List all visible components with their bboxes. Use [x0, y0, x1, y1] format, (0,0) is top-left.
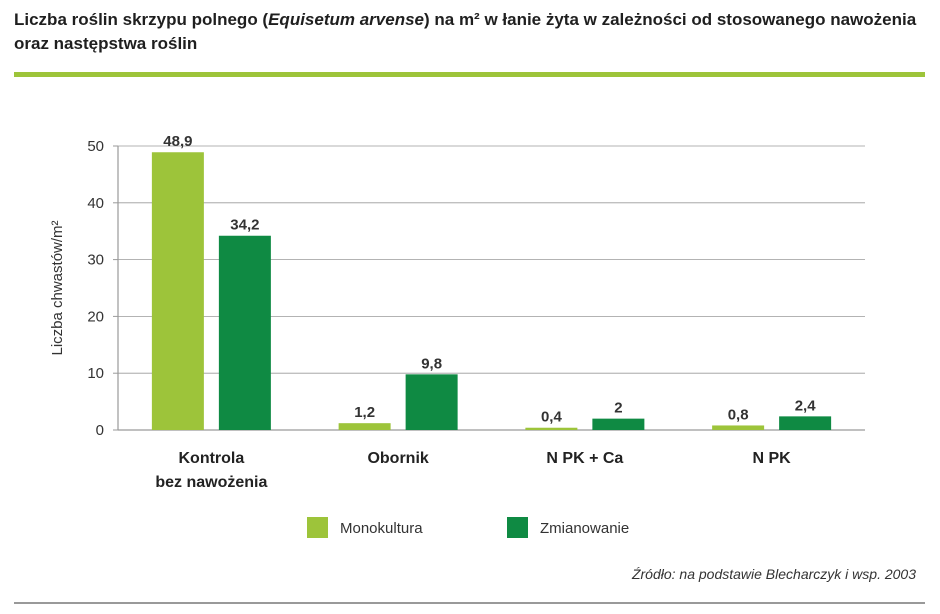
bar-monokultura [151, 152, 204, 431]
data-label: 9,8 [421, 355, 442, 372]
bar-monokultura [525, 427, 578, 430]
bar-zmianowanie [218, 235, 271, 430]
title-part-1: Liczba roślin skrzypu polnego ( [14, 10, 269, 29]
bar-zmianowanie [592, 418, 645, 430]
y-tick-label: 0 [96, 422, 104, 439]
bottom-rule [14, 602, 925, 604]
y-tick-label: 40 [87, 195, 104, 212]
x-category-label: N PK + Ca [546, 450, 623, 467]
y-axis-label: Liczba chwastów/m² [49, 220, 66, 355]
bar-zmianowanie [779, 416, 832, 430]
data-label: 34,2 [230, 217, 259, 234]
data-label: 0,8 [728, 406, 749, 423]
data-label: 2,4 [795, 397, 817, 414]
y-tick-label: 50 [87, 138, 104, 155]
title-underline [14, 72, 925, 77]
data-label: 48,9 [163, 133, 192, 150]
data-label: 2 [614, 400, 622, 417]
y-tick-label: 30 [87, 252, 104, 269]
source-note: Źródło: na podstawie Blecharczyk i wsp. … [631, 566, 916, 582]
x-category-label: Obornik [367, 450, 428, 467]
bar-monokultura [338, 423, 391, 430]
y-tick-label: 20 [87, 308, 104, 325]
legend-swatch-zmianowanie [507, 517, 528, 538]
x-category-label: N PK [753, 450, 792, 467]
y-tick-label: 10 [87, 365, 104, 382]
data-label: 0,4 [541, 409, 563, 426]
x-category-label: Kontrola [178, 450, 244, 467]
title-species: Equisetum arvense [268, 10, 424, 29]
bar-monokultura [712, 425, 765, 430]
x-category-label: bez nawożenia [155, 474, 267, 491]
data-label: 1,2 [354, 404, 375, 421]
chart-title: Liczba roślin skrzypu polnego (Equisetum… [14, 8, 924, 56]
legend-label: Zmianowanie [540, 520, 629, 537]
legend-label: Monokultura [340, 520, 423, 537]
bar-zmianowanie [405, 374, 458, 430]
title-part-2: ) na m² w łanie żyta w zależności od sto… [14, 10, 917, 53]
legend-swatch-monokultura [307, 517, 328, 538]
